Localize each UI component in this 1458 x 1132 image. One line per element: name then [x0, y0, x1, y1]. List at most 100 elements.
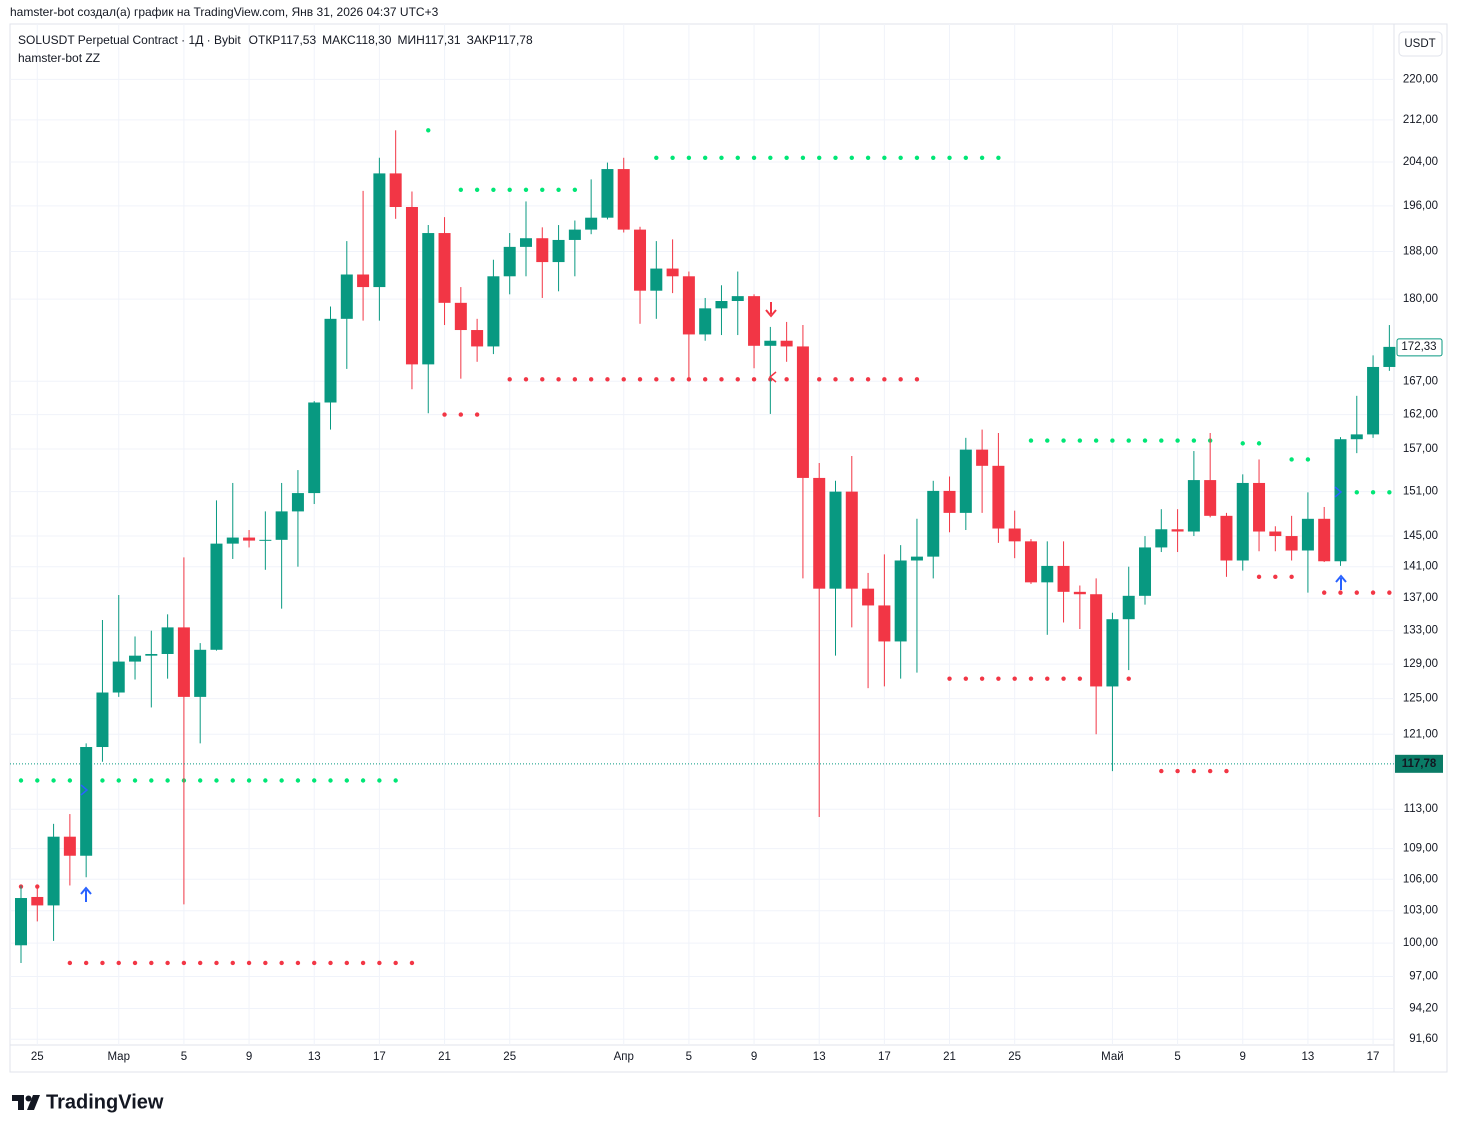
candle-body	[1171, 529, 1184, 532]
candle-body	[878, 605, 891, 642]
zz-dot	[963, 155, 969, 160]
x-tick-label: 17	[878, 1051, 891, 1063]
currency-box[interactable]	[1398, 31, 1443, 57]
candle-body	[422, 233, 435, 365]
candle-body	[129, 655, 142, 662]
y-tick-label: 100,00	[1403, 937, 1438, 949]
grid: 220,00 212,00 204,00 196,00 188,00 180,00 167,…	[10, 24, 1438, 1063]
zz-dot	[377, 960, 382, 966]
candle-body	[1139, 547, 1152, 596]
zz-dot	[149, 960, 154, 966]
candle-body	[389, 173, 402, 208]
candle-body	[959, 449, 972, 513]
y-tick-label: 188,00	[1403, 246, 1438, 258]
zz-dot	[1338, 590, 1343, 595]
candle-body	[748, 296, 761, 346]
y-tick-label: 91,60	[1409, 1033, 1438, 1045]
candle-body	[1187, 480, 1200, 532]
candle-body	[308, 402, 321, 494]
candle-body	[910, 556, 923, 561]
candle-body	[1155, 529, 1168, 548]
zz-dot	[719, 377, 724, 382]
zz-dot	[295, 778, 301, 783]
candle-body	[1301, 518, 1314, 551]
zz-dot	[458, 187, 464, 192]
y-tick-label: 204,00	[1403, 156, 1438, 168]
zz-dot	[670, 377, 675, 382]
zz-dot	[817, 155, 822, 160]
zz-dot	[849, 377, 854, 382]
candle-body	[1024, 541, 1037, 583]
zz-dot	[197, 960, 203, 966]
candle-body	[112, 661, 125, 693]
candle-body	[1090, 594, 1103, 687]
zz-dot	[230, 778, 235, 783]
x-tick-label: 13	[813, 1051, 826, 1063]
zz-dot	[279, 960, 284, 966]
x-tick-label: 17	[1367, 1051, 1380, 1063]
candle-body	[585, 217, 598, 230]
zz-dot	[898, 155, 903, 160]
zz-dot	[654, 155, 659, 160]
candle-body	[634, 229, 647, 291]
y-tick-label: 133,00	[1403, 625, 1438, 637]
zz-dot	[523, 187, 529, 192]
zz-dot	[654, 377, 659, 382]
zz-dot	[165, 960, 170, 966]
y-tick-label: 129,00	[1403, 658, 1438, 670]
zz-dot	[523, 377, 529, 382]
candle-body	[503, 246, 516, 277]
zz-dot	[100, 960, 105, 966]
candle-body	[927, 490, 940, 557]
legend-value: 117,31	[425, 33, 461, 47]
zz-dot	[931, 155, 936, 160]
y-tick-label: 94,20	[1409, 1003, 1438, 1015]
signal-marker	[1334, 486, 1343, 498]
candle-body	[1318, 518, 1331, 562]
zz-dot	[214, 960, 219, 966]
x-tick-label: 21	[943, 1051, 956, 1063]
zz-dot	[768, 155, 773, 160]
candle-body	[243, 537, 256, 541]
y-tick-label: 97,00	[1409, 970, 1438, 982]
zz-dot	[540, 187, 545, 192]
x-tick-label: 25	[31, 1051, 44, 1063]
legend-value: 117,78	[497, 33, 533, 47]
x-tick-label: 5	[1174, 1051, 1180, 1063]
legend-label: МАКС	[322, 33, 356, 47]
zz-dot	[637, 377, 643, 382]
legend-label: ОТКР	[249, 33, 281, 47]
zz-dot	[1045, 438, 1050, 443]
candle-body	[226, 537, 239, 544]
zz-dot	[1093, 438, 1099, 443]
candle-body	[96, 692, 109, 748]
zz-dot	[491, 187, 496, 192]
candle-body	[291, 493, 304, 512]
candle-body	[487, 276, 500, 347]
candle-body	[813, 477, 826, 589]
zz-dot	[702, 377, 708, 382]
currency[interactable]: USDT	[1404, 38, 1435, 50]
candle-body	[1122, 595, 1135, 620]
candle-body	[1220, 515, 1233, 561]
x-tick-label: 9	[751, 1051, 757, 1063]
zz-dot	[426, 128, 431, 133]
zz-dot	[230, 960, 235, 966]
zz-dot	[507, 377, 512, 382]
zz-dot	[312, 778, 317, 783]
zz-dot	[67, 960, 73, 966]
zz-dot	[572, 377, 578, 382]
candle-body	[1041, 565, 1054, 583]
zz-dot	[751, 377, 757, 382]
zz-dot	[996, 155, 1001, 160]
candle-body	[894, 560, 907, 642]
y-tick-label: 162,00	[1403, 409, 1438, 421]
zz-dot	[1126, 438, 1131, 443]
zz-dot	[165, 778, 170, 783]
candle-body	[438, 233, 451, 303]
y-tick-label: 151,00	[1403, 486, 1438, 498]
zz-dot	[882, 155, 887, 160]
candle-body	[796, 346, 809, 478]
zz-dot	[833, 377, 838, 382]
zz-dot	[1207, 768, 1213, 774]
